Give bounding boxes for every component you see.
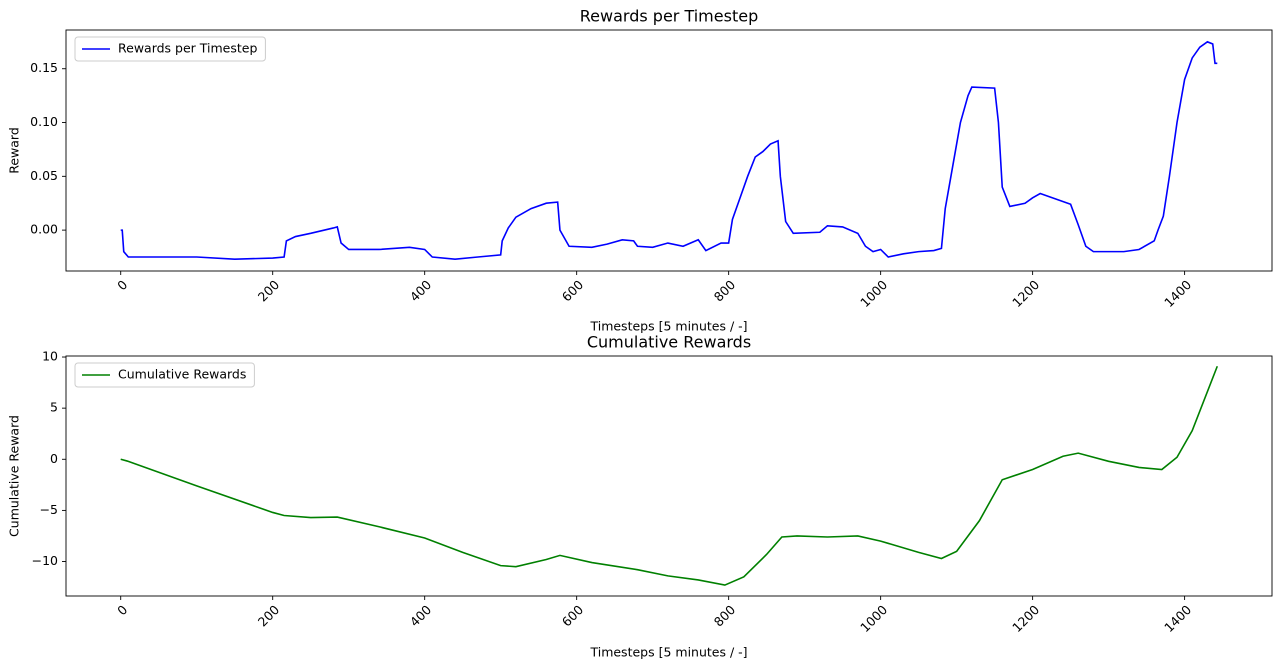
data-line — [120, 365, 1219, 586]
chart-title: Rewards per Timestep — [580, 7, 758, 26]
x-tick-label: 400 — [407, 602, 435, 630]
x-tick-label: 0 — [114, 277, 130, 293]
x-tick-label: 400 — [407, 277, 435, 305]
y-axis-label: Cumulative Reward — [7, 415, 22, 537]
legend-box — [74, 362, 255, 388]
x-tick-label: 600 — [559, 277, 587, 305]
y-tick-label: −10 — [32, 553, 58, 568]
x-tick-label: 800 — [711, 277, 739, 305]
x-tick-label: 1200 — [1009, 277, 1042, 310]
x-tick-label: 800 — [711, 602, 739, 630]
legend: Rewards per Timestep — [74, 36, 266, 62]
x-tick-label: 1000 — [857, 277, 890, 310]
x-tick-label: 1200 — [1009, 602, 1042, 635]
legend-label: Rewards per Timestep — [118, 41, 257, 56]
data-line — [120, 40, 1218, 260]
legend: Cumulative Rewards — [74, 362, 255, 388]
y-tick-label: 0 — [50, 451, 58, 466]
x-axis-label: Timesteps [5 minutes / -] — [589, 645, 747, 660]
y-tick-label: 10 — [42, 349, 58, 364]
y-axis-label: Reward — [7, 127, 22, 174]
x-tick-label: 200 — [255, 277, 283, 305]
y-tick-label: 5 — [50, 400, 58, 415]
legend-label: Cumulative Rewards — [118, 367, 246, 382]
x-axis-label: Timesteps [5 minutes / -] — [589, 319, 747, 334]
legend-box — [74, 36, 266, 62]
x-tick-label: 1400 — [1161, 277, 1194, 310]
y-tick-label: −5 — [40, 502, 58, 517]
plot-frame — [65, 355, 1273, 597]
x-tick-label: 1400 — [1161, 602, 1194, 635]
y-tick-label: 0.00 — [30, 222, 58, 237]
chart-title: Cumulative Rewards — [587, 333, 751, 352]
plot-frame — [65, 29, 1273, 272]
y-tick-label: 0.15 — [30, 60, 58, 75]
x-tick-label: 0 — [114, 602, 130, 618]
y-tick-label: 0.05 — [30, 168, 58, 183]
x-tick-label: 200 — [255, 602, 283, 630]
y-tick-label: 0.10 — [30, 114, 58, 129]
x-tick-label: 1000 — [857, 602, 890, 635]
x-tick-label: 600 — [559, 602, 587, 630]
